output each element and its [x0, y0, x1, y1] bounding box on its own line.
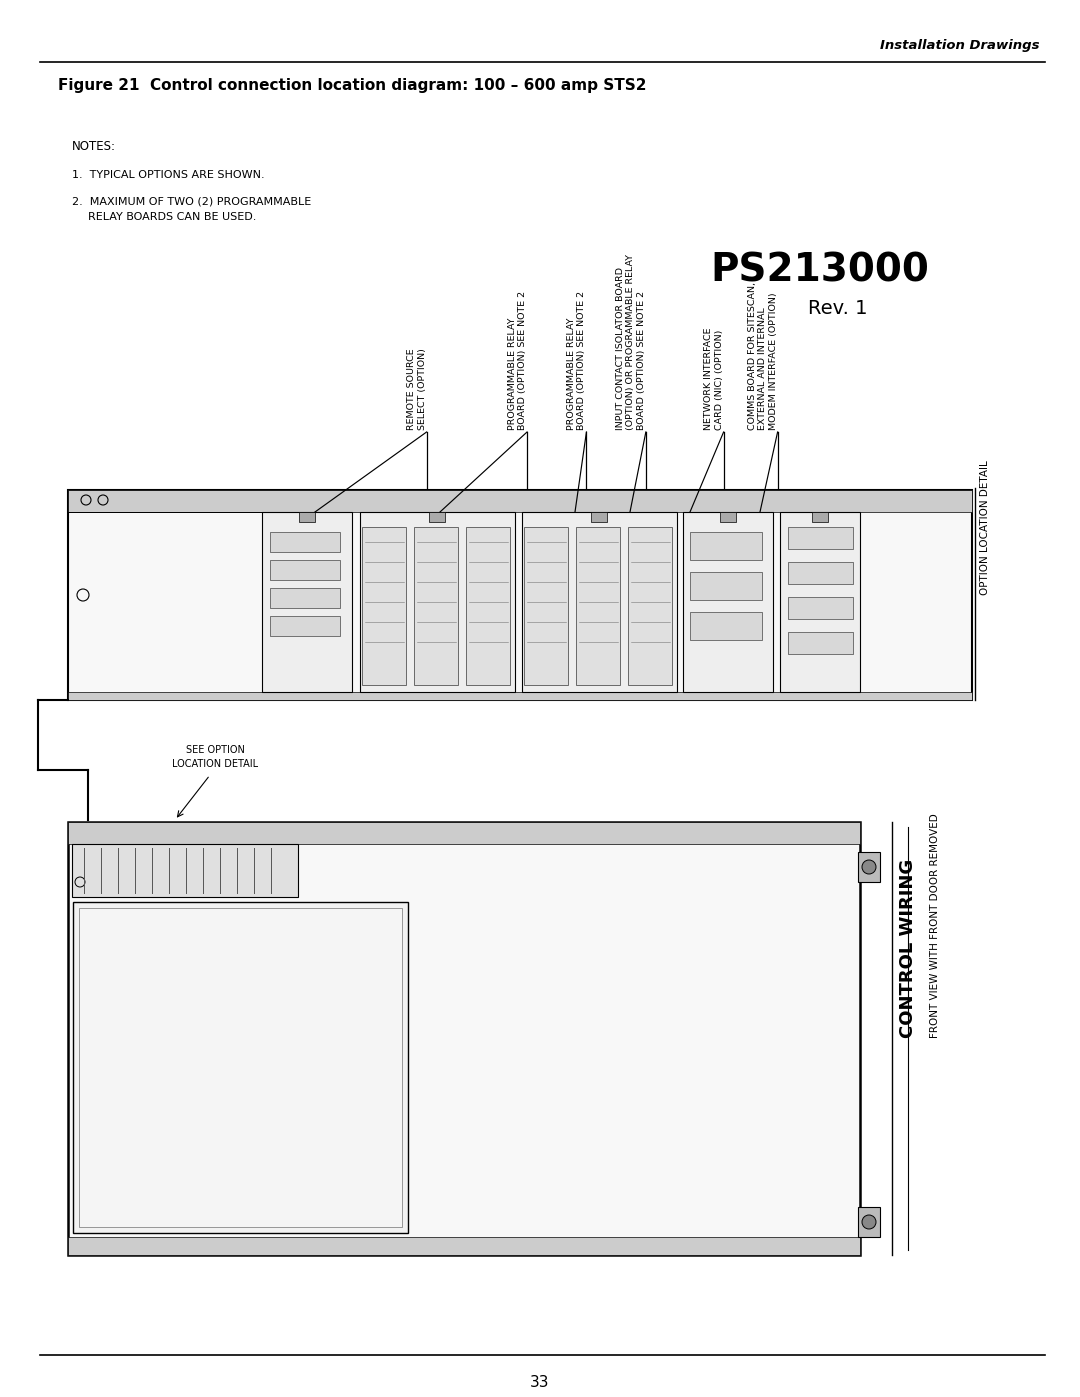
Bar	[299, 511, 315, 522]
Text: NOTES:: NOTES:	[72, 140, 116, 154]
Bar	[524, 527, 568, 685]
Bar	[591, 511, 607, 522]
Bar	[72, 844, 298, 897]
Text: 33: 33	[530, 1375, 550, 1390]
Text: PS213000: PS213000	[711, 251, 930, 289]
Text: RELAY BOARDS CAN BE USED.: RELAY BOARDS CAN BE USED.	[87, 212, 256, 222]
Text: Figure 21  Control connection location diagram: 100 – 600 amp STS2: Figure 21 Control connection location di…	[58, 78, 647, 94]
Bar	[788, 631, 853, 654]
Bar	[788, 562, 853, 584]
Bar	[720, 511, 735, 522]
Bar	[522, 511, 677, 692]
Text: CONTROL WIRING: CONTROL WIRING	[899, 859, 917, 1038]
Text: NETWORK INTERFACE
CARD (NIC) (OPTION): NETWORK INTERFACE CARD (NIC) (OPTION)	[704, 327, 724, 430]
Bar	[858, 852, 880, 882]
Bar	[690, 612, 762, 640]
Bar	[690, 532, 762, 560]
Bar	[788, 597, 853, 619]
Circle shape	[862, 861, 876, 875]
Bar	[627, 527, 672, 685]
Text: Rev. 1: Rev. 1	[808, 299, 867, 317]
Bar	[68, 821, 860, 1255]
Bar	[79, 908, 402, 1227]
Bar	[270, 616, 340, 636]
Text: PROGRAMMABLE RELAY
BOARD (OPTION) SEE NOTE 2: PROGRAMMABLE RELAY BOARD (OPTION) SEE NO…	[567, 291, 586, 430]
Circle shape	[862, 1215, 876, 1229]
Bar	[360, 511, 515, 692]
Bar	[414, 527, 458, 685]
Bar	[362, 527, 406, 685]
Bar	[68, 490, 972, 700]
Text: LOCATION DETAIL: LOCATION DETAIL	[172, 759, 258, 768]
Bar	[270, 532, 340, 552]
Text: 2.  MAXIMUM OF TWO (2) PROGRAMMABLE: 2. MAXIMUM OF TWO (2) PROGRAMMABLE	[72, 196, 311, 205]
Bar	[780, 511, 860, 692]
Bar	[270, 560, 340, 580]
Bar	[858, 1207, 880, 1236]
Bar	[465, 527, 510, 685]
Text: OPTION LOCATION DETAIL: OPTION LOCATION DETAIL	[980, 460, 990, 595]
Text: FRONT VIEW WITH FRONT DOOR REMOVED: FRONT VIEW WITH FRONT DOOR REMOVED	[930, 813, 940, 1038]
Bar	[270, 588, 340, 608]
Bar	[576, 527, 620, 685]
Text: COMMS BOARD FOR SITESCAN,
EXTERNAL AND INTERNAL
MODEM INTERFACE (OPTION): COMMS BOARD FOR SITESCAN, EXTERNAL AND I…	[747, 282, 778, 430]
Bar	[683, 511, 773, 692]
Text: INPUT CONTACT ISOLATOR BOARD
(OPTION) OR PROGRAMMABLE RELAY
BOARD (OPTION) SEE N: INPUT CONTACT ISOLATOR BOARD (OPTION) OR…	[616, 254, 646, 430]
Bar	[73, 902, 408, 1234]
Bar	[429, 511, 445, 522]
Bar	[690, 571, 762, 599]
Bar	[68, 1236, 860, 1255]
Bar	[68, 821, 860, 844]
Bar	[812, 511, 828, 522]
Bar	[68, 692, 972, 700]
Text: 1.  TYPICAL OPTIONS ARE SHOWN.: 1. TYPICAL OPTIONS ARE SHOWN.	[72, 170, 265, 180]
Bar	[68, 490, 972, 511]
Text: PROGRAMMABLE RELAY
BOARD (OPTION) SEE NOTE 2: PROGRAMMABLE RELAY BOARD (OPTION) SEE NO…	[508, 291, 527, 430]
Bar	[262, 511, 352, 692]
Bar	[788, 527, 853, 549]
Text: Installation Drawings: Installation Drawings	[880, 39, 1040, 52]
Text: SEE OPTION: SEE OPTION	[186, 745, 244, 754]
Text: REMOTE SOURCE
SELECT (OPTION): REMOTE SOURCE SELECT (OPTION)	[407, 348, 427, 430]
